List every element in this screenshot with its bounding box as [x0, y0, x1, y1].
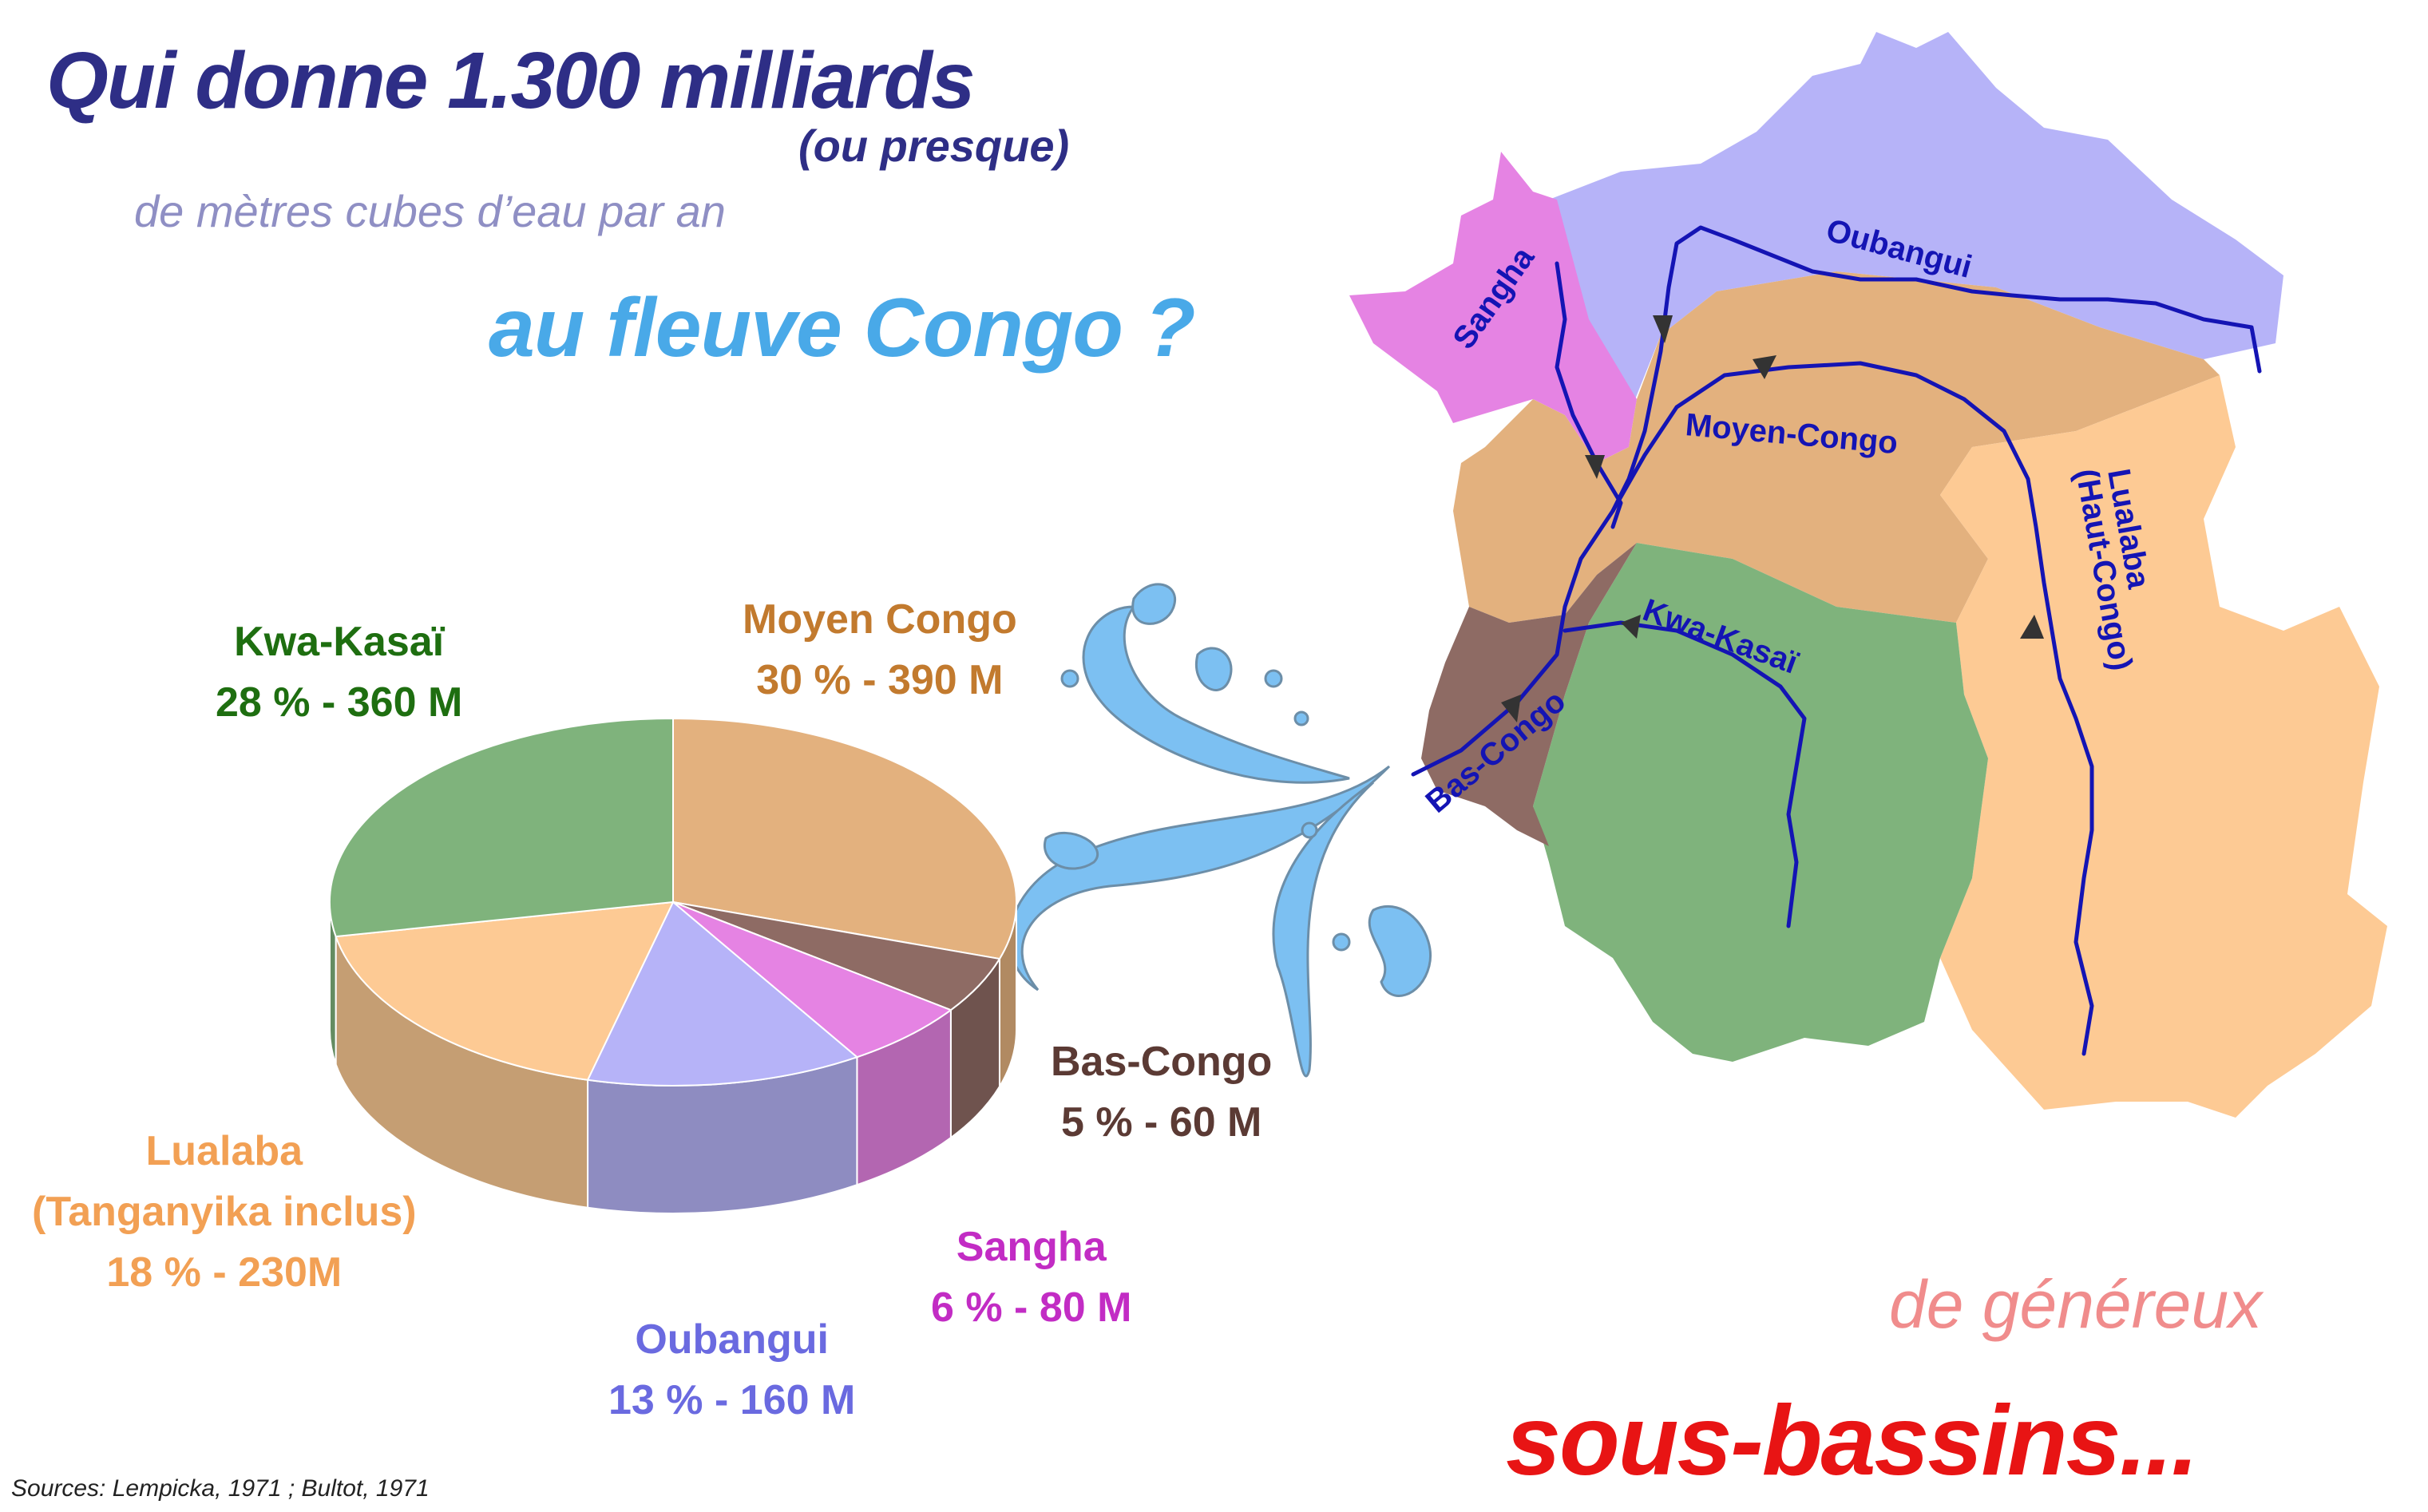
splash-stream-lower: [1272, 781, 1375, 1078]
pie-label-moyen-congo-value: 30 % - 390 M: [756, 657, 1004, 703]
main-title: Qui donne 1.300 milliards: [46, 36, 975, 125]
map-region-bas-congo: [1421, 543, 1637, 846]
river-moyen-congo: [1411, 361, 2094, 1056]
subtitle: de mètres cubes d’eau par an: [134, 186, 726, 236]
splash-stream-main: [1008, 765, 1391, 992]
pie-label-sangha-value: 6 % - 80 M: [931, 1284, 1132, 1331]
pie-label-lualaba-extra: (Tanganyika inclus): [32, 1189, 417, 1235]
map-region-lualaba: [1940, 375, 2387, 1118]
pie-slice-oubangui: [586, 900, 859, 1087]
pie-label-kwa-kasai-value: 28 % - 360 M: [216, 679, 463, 726]
splash-drop-5: [1301, 821, 1318, 839]
pie-label-bas-congo-name: Bas-Congo: [1051, 1039, 1273, 1085]
water-splash-illustration: [980, 583, 1432, 1078]
pie-top: [329, 717, 1017, 1087]
pie-slice-kwa-kasa-: [329, 717, 674, 938]
splash-drop-2: [1264, 669, 1283, 688]
pie-label-sangha: Sangha 6 % - 80 M: [931, 1217, 1131, 1338]
pie-label-bas-congo-value: 5 % - 60 M: [1060, 1099, 1262, 1146]
map-region-kwa-kasai: [1533, 543, 1988, 1062]
pie-slice-moyen-congo: [672, 717, 1017, 960]
pie-label-kwa-kasai-name: Kwa-Kasaï: [234, 619, 445, 665]
splash-drop-1: [1060, 669, 1079, 688]
river-oubangui: [1610, 225, 2262, 513]
splash-curl-upper: [1082, 605, 1350, 784]
destination-title: au fleuve Congo ?: [489, 282, 1195, 374]
pie-label-oubangui: Oubangui 13 % - 160 M: [608, 1309, 855, 1431]
pie-label-lualaba: Lualaba (Tanganyika inclus) 18 % - 230M: [32, 1121, 417, 1303]
pie-label-moyen-congo: Moyen Congo 30 % - 390 M: [743, 589, 1017, 710]
rivers: [1411, 225, 2262, 1056]
sources-note: Sources: Lempicka, 1971 ; Bultot, 1971: [11, 1475, 430, 1502]
pie-slice-lualaba: [335, 900, 675, 1081]
pie-label-lualaba-name: Lualaba: [145, 1128, 303, 1174]
flow-arrow-bas-congo: [1501, 695, 1521, 722]
title-parenthetical: (ou presque): [798, 121, 1070, 171]
flow-arrow-lualaba: [2020, 615, 2044, 639]
splash-drop-4: [1332, 932, 1351, 952]
pie-label-kwa-kasai: Kwa-Kasaï 28 % - 360 M: [216, 612, 462, 733]
pie-slice-sangha: [672, 901, 953, 1059]
splash-blob-2: [1194, 647, 1233, 691]
basin-map: Oubangui Sangha Moyen-Congo Lualaba (Hau…: [1349, 32, 2387, 1118]
river-kwa-kasai: [1563, 620, 1807, 928]
pie-label-lualaba-value: 18 % - 230M: [106, 1249, 343, 1296]
pie-label-moyen-congo-name: Moyen Congo: [743, 596, 1017, 643]
splash-blob-1: [1131, 583, 1177, 625]
flow-arrow-oubangui: [1653, 315, 1673, 343]
splash-blob-4: [1043, 831, 1099, 870]
flow-arrow-sangha: [1585, 455, 1605, 479]
splash-drop-3: [1293, 710, 1309, 726]
map-region-oubangui: [1549, 32, 2283, 415]
river-sangha: [1555, 261, 1623, 529]
flow-arrows: [1501, 315, 2044, 722]
pie-label-oubangui-value: 13 % - 160 M: [608, 1377, 856, 1423]
splash-blob-3: [1368, 904, 1432, 997]
footer-line-1: de généreux: [1889, 1267, 2263, 1342]
flow-arrow-moyen-congo: [1753, 355, 1776, 379]
map-region-moyen-congo: [1453, 271, 2220, 623]
footer-line-2: sous-bassins...: [1506, 1386, 2199, 1496]
flow-arrow-kwa-kasai: [1621, 615, 1641, 639]
pie-label-oubangui-name: Oubangui: [635, 1316, 829, 1363]
pie-label-bas-congo: Bas-Congo 5 % - 60 M: [1051, 1031, 1272, 1153]
pie-label-sangha-name: Sangha: [956, 1224, 1107, 1270]
